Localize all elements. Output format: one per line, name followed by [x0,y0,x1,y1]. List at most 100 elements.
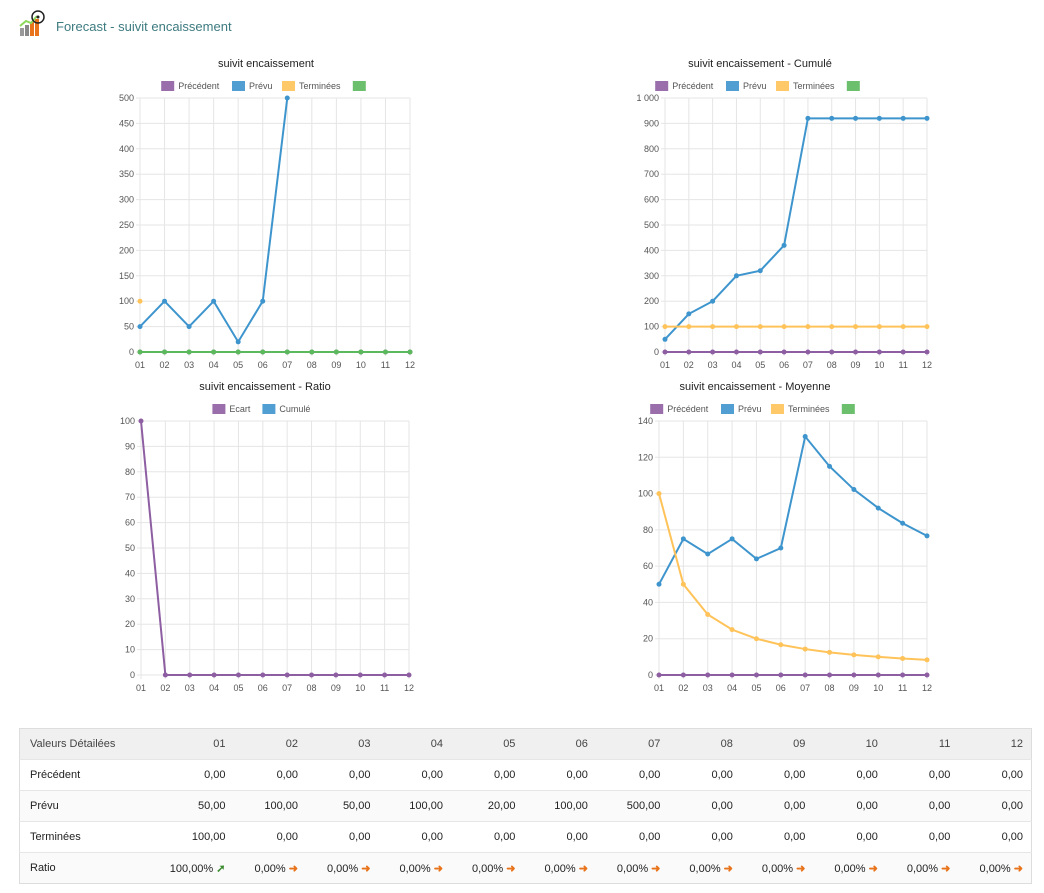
data-point [805,324,811,330]
y-tick-label: 60 [125,518,135,528]
x-tick-label: 05 [233,683,243,693]
x-tick-label: 03 [703,683,713,693]
data-point [186,324,192,330]
data-point [900,672,906,678]
chart-title: suivit encaissement [218,58,314,70]
series-line [658,493,928,661]
x-tick-label: 10 [874,360,884,370]
data-point [853,349,859,355]
legend-swatch [161,81,175,91]
y-tick-label: 90 [125,441,135,451]
y-tick-label: 350 [119,169,134,179]
data-point [260,672,266,678]
data-point [900,349,906,355]
x-tick-label: 11 [380,683,389,693]
x-tick-label: 04 [727,683,737,693]
data-point [656,672,662,678]
y-tick-label: 20 [125,619,135,629]
data-point [680,672,686,678]
data-point [138,418,144,424]
y-tick-label: 200 [644,296,659,306]
data-point [705,672,711,678]
data-point [924,533,930,539]
y-tick-label: 0 [654,347,659,357]
table-cell: 500,00 [595,790,669,822]
y-tick-label: 30 [125,594,135,604]
table-cell: 0,00% ➜ [958,852,1032,884]
chart-svg: suivit encaissement Précédent Prévu Terminé… [119,58,415,370]
legend-label: Terminées [793,81,835,91]
table-cell: 0,00 [668,821,741,853]
chart-svg: suivit encaissement - Moyenne Précédent Pr… [638,381,932,693]
arrow-up-right-icon: ➚ [213,862,226,875]
table-cell: 0,00 [523,759,596,791]
data-point [162,349,168,355]
y-tick-label: 400 [644,245,659,255]
table-cell: 100,00 [378,790,451,822]
table-cell: 0,00% ➜ [450,852,524,884]
data-point [137,298,143,304]
x-tick-label: 07 [282,683,292,693]
data-point [406,672,412,678]
data-point [753,556,759,562]
arrow-right-icon: ➜ [503,862,516,875]
data-point [137,349,143,355]
data-point [853,324,859,330]
data-point [284,95,290,101]
legend-swatch [655,81,669,91]
table-cell: 0,00% ➜ [813,852,886,884]
x-tick-label: 10 [873,683,883,693]
column-header: Valeurs Détailées [19,728,147,760]
data-point [875,672,881,678]
x-tick-label: 02 [160,360,170,370]
data-point [729,672,735,678]
column-header: 04 [378,728,451,760]
data-point [656,491,662,497]
legend-label: Précédent [667,404,709,414]
data-point [187,672,193,678]
data-point [235,349,241,355]
arrow-right-icon: ➜ [430,862,443,875]
x-tick-label: 03 [185,683,195,693]
y-tick-label: 140 [638,416,653,426]
y-tick-label: 300 [119,195,134,205]
y-tick-label: 80 [643,525,653,535]
y-tick-label: 450 [119,118,134,128]
table-row: Prévu 50,00 100,00 50,00 100,00 20,00 100,00 50… [19,790,1032,822]
column-header: 05 [450,728,524,760]
chart-svg: suivit encaissement - Cumulé Précédent Pré… [636,58,932,370]
x-tick-label: 03 [708,360,718,370]
y-tick-label: 50 [125,543,135,553]
legend-swatch [232,81,245,91]
data-point [900,520,906,526]
table-cell: 0,00 [378,821,451,853]
chart-title: suivit encaissement - Cumulé [688,58,832,70]
legend-swatch [650,404,664,414]
data-point [733,324,739,330]
x-tick-label: 08 [307,360,317,370]
y-tick-label: 300 [644,271,659,281]
table-cell: 0,00 [595,759,669,791]
x-tick-label: 04 [209,683,219,693]
data-point [802,434,808,440]
table-cell: 100,00 [523,790,596,822]
y-tick-label: 1 000 [636,93,659,103]
data-point [851,672,857,678]
table-cell: 0,00 [668,759,741,791]
table-cell: 0,00 [885,790,959,822]
data-point [729,627,735,633]
column-header: 12 [958,728,1032,760]
y-tick-label: 600 [644,195,659,205]
legend-swatch [776,81,789,91]
data-point [829,324,835,330]
data-point [358,349,364,355]
x-tick-label: 02 [160,683,170,693]
x-tick-label: 09 [331,683,341,693]
legend-swatch [212,404,226,414]
data-point [382,349,388,355]
data-point [924,115,930,121]
data-point [211,349,217,355]
data-point [778,545,784,551]
y-tick-label: 120 [638,452,653,462]
